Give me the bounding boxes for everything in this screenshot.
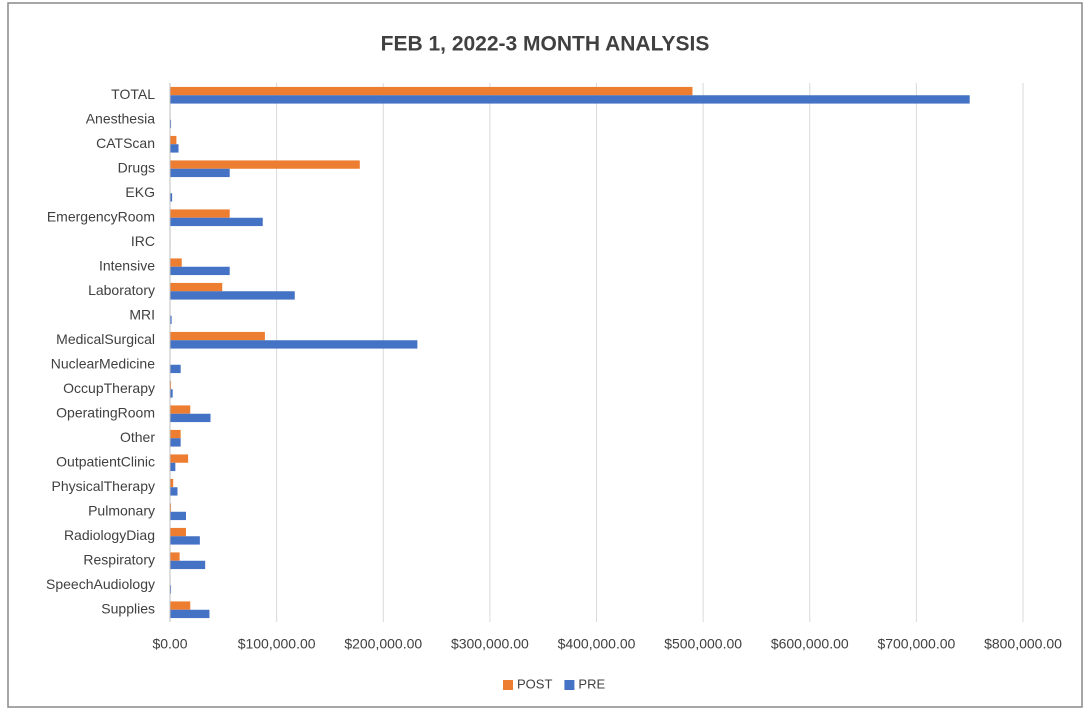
bar bbox=[170, 193, 173, 202]
bar bbox=[170, 389, 173, 398]
bar bbox=[170, 552, 180, 561]
bar bbox=[170, 487, 178, 496]
bar bbox=[170, 560, 206, 570]
x-tick-label: $700,000.00 bbox=[877, 636, 955, 652]
bar bbox=[170, 462, 176, 472]
bar bbox=[170, 364, 181, 374]
y-tick-label: Drugs bbox=[118, 159, 155, 175]
bar bbox=[170, 258, 182, 267]
y-tick-label: SpeechAudiology bbox=[46, 576, 155, 592]
x-tick-label: $800,000.00 bbox=[984, 636, 1062, 652]
y-tick-label: Anesthesia bbox=[86, 110, 155, 126]
bar bbox=[170, 266, 230, 276]
x-tick-label: $100,000.00 bbox=[238, 636, 316, 652]
bar bbox=[170, 454, 189, 463]
y-tick-label: MedicalSurgical bbox=[56, 331, 155, 347]
bar bbox=[170, 413, 211, 423]
bar bbox=[170, 315, 172, 325]
y-tick-label: Pulmonary bbox=[88, 502, 155, 518]
bar bbox=[170, 95, 970, 104]
x-tick-label: $600,000.00 bbox=[771, 636, 849, 652]
y-tick-label: TOTAL bbox=[111, 86, 155, 102]
bar bbox=[170, 609, 210, 619]
bar bbox=[170, 217, 263, 227]
bar bbox=[170, 282, 223, 292]
bar bbox=[170, 119, 172, 129]
bar bbox=[170, 291, 295, 300]
y-tick-label: PhysicalTherapy bbox=[52, 478, 156, 494]
y-tick-label: Laboratory bbox=[88, 282, 155, 298]
y-tick-label: RadiologyDiag bbox=[64, 527, 155, 543]
x-tick-label: $400,000.00 bbox=[558, 636, 636, 652]
bar bbox=[170, 405, 191, 414]
legend-swatch bbox=[564, 680, 575, 690]
y-tick-label: Respiratory bbox=[83, 551, 155, 567]
bar bbox=[170, 536, 200, 545]
chart-title: FEB 1, 2022-3 MONTH ANALYSIS bbox=[381, 33, 710, 56]
x-tick-label: $300,000.00 bbox=[451, 636, 529, 652]
x-tick-label: $0.00 bbox=[152, 636, 187, 652]
legend-label: POST bbox=[517, 676, 552, 691]
bar bbox=[170, 168, 230, 178]
bar bbox=[170, 511, 186, 521]
bar bbox=[170, 160, 360, 169]
y-tick-label: OutpatientClinic bbox=[56, 453, 155, 469]
y-tick-label: OperatingRoom bbox=[56, 404, 155, 420]
bar bbox=[170, 340, 418, 349]
bar bbox=[170, 144, 179, 153]
x-tick-label: $500,000.00 bbox=[664, 636, 742, 652]
y-tick-label: Other bbox=[120, 429, 155, 445]
bar bbox=[170, 438, 181, 447]
bar bbox=[170, 331, 265, 341]
y-tick-label: Intensive bbox=[99, 257, 155, 273]
y-tick-label: NuclearMedicine bbox=[51, 355, 155, 371]
y-tick-label: OccupTherapy bbox=[63, 380, 155, 396]
legend-swatch bbox=[503, 680, 513, 690]
bar bbox=[170, 380, 172, 390]
bar bbox=[170, 86, 693, 96]
y-tick-label: MRI bbox=[129, 306, 155, 322]
x-tick-label: $200,000.00 bbox=[344, 636, 422, 652]
bar bbox=[170, 585, 172, 594]
bar bbox=[170, 135, 177, 145]
bar bbox=[170, 429, 181, 439]
bar bbox=[170, 503, 172, 512]
y-tick-label: IRC bbox=[131, 233, 155, 249]
bar bbox=[170, 527, 186, 537]
legend-label: PRE bbox=[578, 676, 605, 691]
y-tick-label: EmergencyRoom bbox=[47, 208, 155, 224]
y-tick-label: CATScan bbox=[96, 135, 155, 151]
bar bbox=[170, 478, 174, 488]
bar bbox=[170, 209, 230, 218]
bar bbox=[170, 601, 191, 610]
chart-frame bbox=[7, 2, 1083, 708]
y-tick-label: Supplies bbox=[101, 600, 155, 616]
y-tick-label: EKG bbox=[125, 184, 155, 200]
